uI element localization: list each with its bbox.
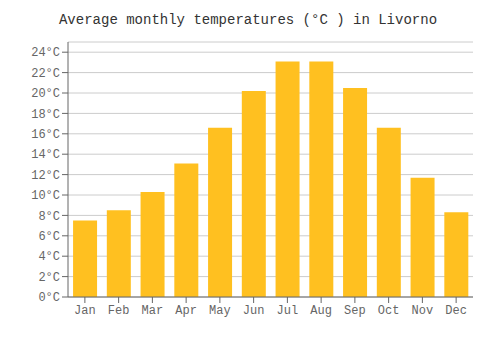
- svg-text:0°C: 0°C: [38, 291, 60, 305]
- svg-text:Oct: Oct: [378, 304, 400, 318]
- svg-text:Aug: Aug: [310, 304, 332, 318]
- svg-text:Jan: Jan: [74, 304, 96, 318]
- svg-text:Jun: Jun: [243, 304, 265, 318]
- svg-text:Sep: Sep: [344, 304, 366, 318]
- svg-text:Dec: Dec: [445, 304, 467, 318]
- svg-text:2°C: 2°C: [38, 271, 60, 285]
- svg-text:20°C: 20°C: [31, 87, 60, 101]
- svg-text:10°C: 10°C: [31, 189, 60, 203]
- svg-text:24°C: 24°C: [31, 46, 60, 60]
- svg-text:22°C: 22°C: [31, 67, 60, 81]
- svg-text:14°C: 14°C: [31, 148, 60, 162]
- svg-text:Apr: Apr: [175, 304, 197, 318]
- html-text:Average monthly temperatures (: Average monthly temperatures (°C ) in Li…: [59, 12, 437, 28]
- svg-text:Jul: Jul: [277, 304, 299, 318]
- svg-text:May: May: [209, 304, 231, 318]
- svg-text:Nov: Nov: [412, 304, 434, 318]
- svg-text:Mar: Mar: [142, 304, 164, 318]
- svg-text:8°C: 8°C: [38, 210, 60, 224]
- svg-text:6°C: 6°C: [38, 230, 60, 244]
- svg-text:12°C: 12°C: [31, 169, 60, 183]
- svg-text:16°C: 16°C: [31, 128, 60, 142]
- svg-text:4°C: 4°C: [38, 250, 60, 264]
- svg-text:18°C: 18°C: [31, 108, 60, 122]
- svg-text:Feb: Feb: [108, 304, 130, 318]
